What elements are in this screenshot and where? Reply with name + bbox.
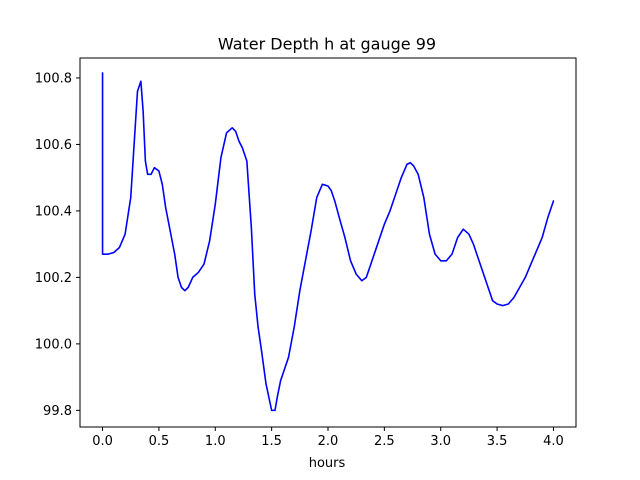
- plot-area: [80, 58, 576, 427]
- y-tick-label: 100.6: [35, 138, 72, 153]
- x-tick-label: 0.0: [92, 434, 113, 449]
- x-tick-label: 4.0: [543, 434, 564, 449]
- y-tick-label: 100.2: [35, 271, 72, 286]
- series-line-0: [101, 72, 555, 412]
- y-tick-label: 99.8: [43, 404, 72, 419]
- y-tick-label: 100.8: [35, 71, 72, 86]
- x-tick-label: 1.5: [261, 434, 282, 449]
- x-tick-label: 2.5: [374, 434, 395, 449]
- chart-title: Water Depth h at gauge 99: [218, 35, 436, 54]
- x-tick-label: 0.5: [149, 434, 170, 449]
- x-axis-label: hours: [309, 456, 346, 471]
- series-layer: [101, 72, 555, 412]
- x-tick-label: 2.0: [318, 434, 339, 449]
- plot-background: [80, 58, 576, 427]
- y-tick-label: 100.4: [35, 204, 72, 219]
- x-axis: 0.0 0.5 1.0 1.5 2.0 2.5 3.0 3.5 4.0: [92, 427, 564, 449]
- x-tick-label: 3.0: [430, 434, 451, 449]
- x-tick-label: 3.5: [487, 434, 508, 449]
- x-tick-label: 1.0: [205, 434, 226, 449]
- y-axis: 99.8 100.0 100.2 100.4 100.6 100.8: [35, 71, 80, 419]
- y-tick-label: 100.0: [35, 337, 72, 352]
